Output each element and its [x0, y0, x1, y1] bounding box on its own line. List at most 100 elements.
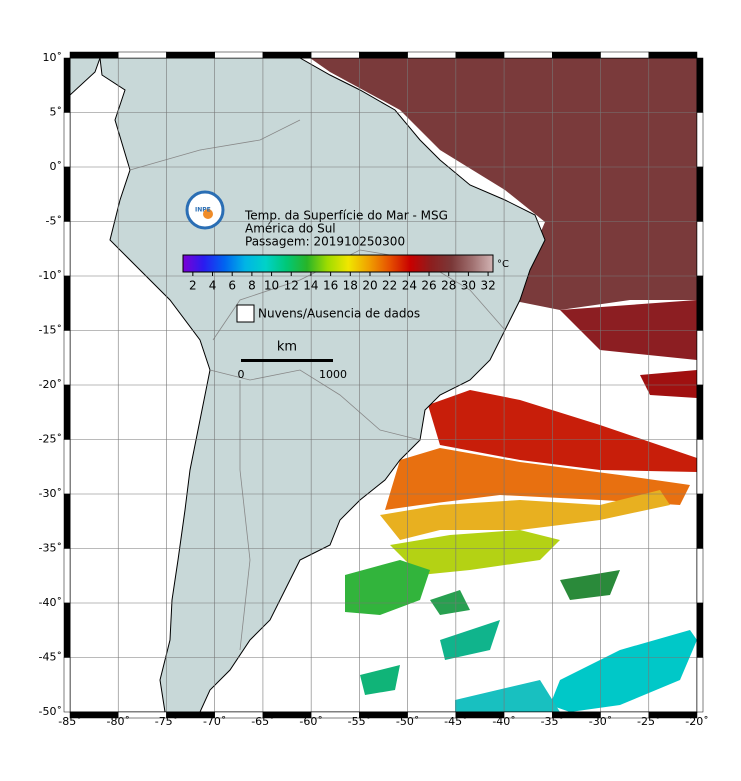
scale-label: 1000 — [319, 368, 347, 381]
border — [212, 249, 506, 341]
border-segment — [696, 221, 704, 277]
x-tick-label: -55˚ — [348, 715, 371, 728]
axis-labels: -85˚ -80˚ -75˚ -70˚ -65˚ -60˚ -55˚ -50˚ -45˚ -40˚… — [39, 51, 709, 728]
border-segment — [63, 57, 71, 113]
sst-patch — [390, 530, 560, 575]
x-tick-label: -35˚ — [541, 715, 564, 728]
colorbar-tick-label: 30 — [461, 279, 476, 293]
scale-label: 0 — [238, 368, 245, 381]
border-segment — [359, 51, 408, 59]
legend-label: Nuvens/Ausencia de dados — [258, 307, 420, 321]
y-tick-label: 10˚ — [43, 51, 63, 64]
colorbar-tick-label: 16 — [323, 279, 338, 293]
subtitle: América do Sul — [245, 222, 336, 236]
border-segment — [696, 548, 704, 604]
border-segment — [696, 384, 704, 440]
x-tick-label: -80˚ — [106, 715, 129, 728]
sst-patch — [560, 570, 620, 600]
border-segment — [117, 51, 167, 59]
border-segment — [696, 112, 704, 168]
border-segment — [600, 51, 650, 59]
colorbar-tick-label: 8 — [248, 279, 256, 293]
sst-patch — [345, 560, 430, 615]
border-segment — [696, 57, 704, 113]
border — [209, 369, 421, 441]
colorbar-tick-label: 32 — [480, 279, 495, 293]
colorbar-tick-label: 14 — [303, 279, 318, 293]
scale-unit: km — [277, 340, 297, 355]
colorbar-tick-label: 18 — [343, 279, 358, 293]
sst-patch — [360, 665, 400, 695]
x-tick-label: -65˚ — [251, 715, 274, 728]
border-segment — [696, 493, 704, 549]
sst-patch — [385, 448, 690, 510]
x-tick-label: -45˚ — [444, 715, 467, 728]
frame-border — [63, 51, 704, 719]
colorbar-tick-label: 24 — [402, 279, 417, 293]
border-segment — [214, 51, 264, 59]
colorbar-tick-label: 6 — [228, 279, 236, 293]
border-segment — [648, 51, 698, 59]
border-segment — [696, 657, 704, 713]
colorbar-tick-label: 4 — [209, 279, 217, 293]
y-tick-label: -40˚ — [39, 596, 62, 609]
y-tick-label: -20˚ — [39, 378, 62, 391]
colorbar-tick-label: 26 — [421, 279, 436, 293]
legend-swatch — [236, 304, 255, 323]
x-tick-label: -20˚ — [685, 715, 708, 728]
border-segment — [407, 51, 457, 59]
border-segment — [63, 493, 71, 549]
border-segment — [455, 51, 505, 59]
border-segment — [63, 548, 71, 604]
sst-patch — [550, 630, 697, 712]
y-tick-label: 0˚ — [50, 160, 63, 173]
y-tick-label: -35˚ — [39, 542, 62, 555]
border-segment — [63, 275, 71, 331]
x-tick-label: -70˚ — [203, 715, 226, 728]
border-segment — [696, 602, 704, 658]
sst-patch — [440, 620, 500, 660]
border-segment — [262, 51, 312, 59]
colorbar-tick-label: 2 — [189, 279, 197, 293]
border-segment — [696, 439, 704, 495]
colorbar-tick-label: 20 — [362, 279, 377, 293]
border-segment — [696, 330, 704, 386]
border-segment — [63, 602, 71, 658]
logo-dot — [203, 209, 213, 219]
border-segment — [503, 51, 553, 59]
x-tick-label: -30˚ — [589, 715, 612, 728]
pass-time: Passagem: 201910250300 — [245, 235, 405, 249]
border-segment — [63, 657, 71, 713]
y-tick-label: 5˚ — [50, 106, 63, 119]
x-tick-label: -85˚ — [58, 715, 81, 728]
title: Temp. da Superfície do Mar - MSG — [244, 209, 448, 223]
border-segment — [69, 51, 119, 59]
y-tick-label: -50˚ — [39, 705, 62, 718]
colorbar-tick-label: 10 — [264, 279, 279, 293]
y-tick-label: -10˚ — [39, 269, 62, 282]
border-segment — [696, 166, 704, 222]
x-tick-label: -60˚ — [299, 715, 322, 728]
colorbar: 2 4 6 8 10 12 14 16 18 20 22 24 26 28 30 32 — [182, 254, 496, 293]
colorbar-tick-label: 22 — [382, 279, 397, 293]
colorbar-unit: °C — [497, 259, 509, 270]
y-tick-label: -5˚ — [46, 215, 62, 228]
y-tick-label: -25˚ — [39, 433, 62, 446]
y-tick-label: -30˚ — [39, 487, 62, 500]
border-segment — [648, 711, 698, 719]
sst-patch — [430, 590, 470, 615]
border-segment — [696, 275, 704, 331]
sst-patch — [380, 490, 670, 540]
border-segment — [63, 330, 71, 386]
logo: INPE — [185, 190, 225, 230]
border — [239, 380, 251, 651]
x-tick-label: -25˚ — [637, 715, 660, 728]
sst-patch — [640, 370, 697, 398]
logo-text: INPE — [195, 207, 211, 214]
x-tick-label: -50˚ — [396, 715, 419, 728]
y-tick-label: -15˚ — [39, 324, 62, 337]
border-segment — [63, 166, 71, 222]
border-segment — [63, 439, 71, 495]
border-segment — [63, 384, 71, 440]
